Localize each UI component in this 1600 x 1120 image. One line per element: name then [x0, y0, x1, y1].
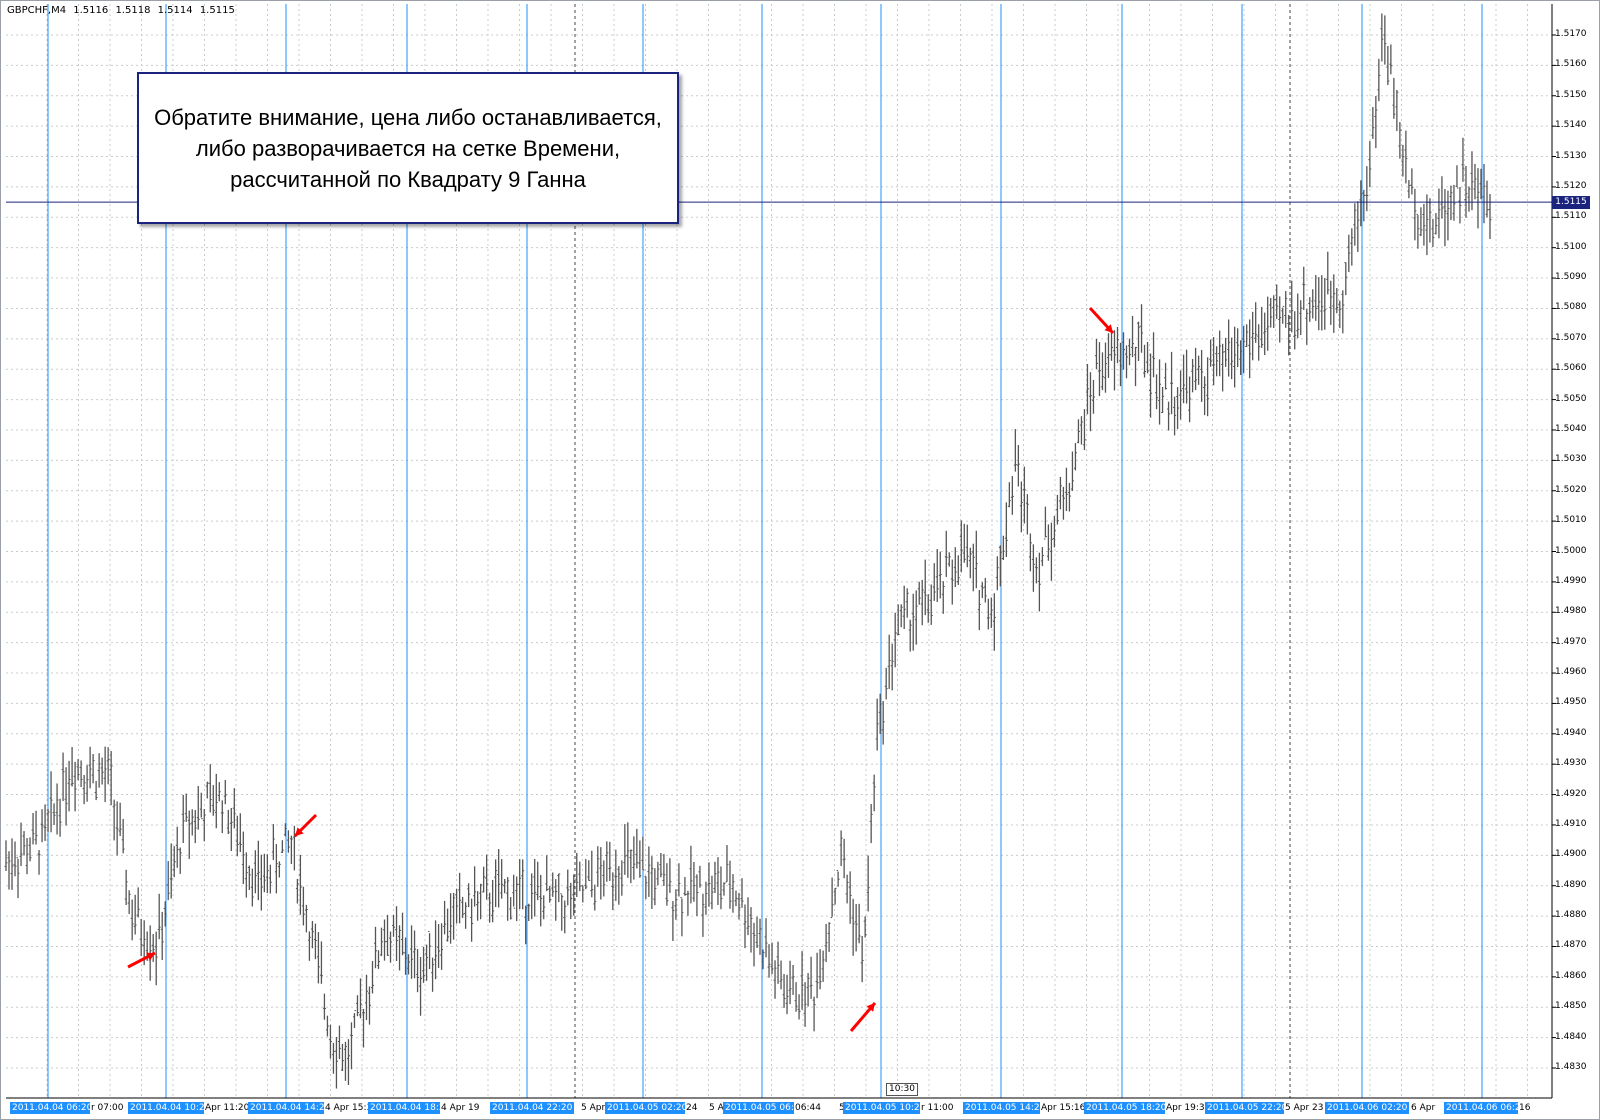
- time-tick-label: 2011.04.05 10:20: [843, 1102, 928, 1114]
- low-price: 1.5114: [157, 5, 193, 16]
- annotation-textbox[interactable]: Обратите внимание, цена либо останавлива…: [137, 72, 679, 224]
- price-tick-label: 1.5120: [1555, 180, 1587, 191]
- price-tick-label: 1.4990: [1555, 575, 1587, 586]
- price-tick-label: 1.5060: [1555, 363, 1587, 374]
- note-line: рассчитанной по Квадрату 9 Ганна: [230, 166, 586, 192]
- price-tick-label: 1.4900: [1555, 849, 1587, 860]
- time-tick-label: 4 Apr 19: [440, 1102, 481, 1114]
- time-tick-label: 2011.04.04 06:20: [10, 1102, 95, 1114]
- dotted-grid: [6, 4, 1552, 1098]
- time-tick-label: 2011.04.05 02:20: [605, 1102, 690, 1114]
- time-tick-label: 5 Apr: [580, 1102, 607, 1114]
- price-tick-label: 1.5050: [1555, 393, 1587, 404]
- time-tick-label: 2011.04.04 14:20: [248, 1102, 333, 1114]
- price-tick-label: 1.5140: [1555, 120, 1587, 131]
- cursor-time-tag: 10:30: [886, 1083, 918, 1096]
- price-tick-label: 1.5010: [1555, 515, 1587, 526]
- time-tick-label: 2011.04.05 14:20: [963, 1102, 1048, 1114]
- time-tick-label: 2011.04.05 06:20: [723, 1102, 808, 1114]
- time-tick-label: 2011.04.05 18:20: [1084, 1102, 1169, 1114]
- price-tick-label: 1.5130: [1555, 150, 1587, 161]
- price-bars: [4, 13, 1492, 1089]
- price-tick-label: 1.5160: [1555, 59, 1587, 70]
- price-tick-label: 1.4980: [1555, 606, 1587, 617]
- close-price: 1.5115: [199, 5, 235, 16]
- time-tick-label: 16: [1518, 1102, 1532, 1114]
- time-tick-label: 2011.04.04 18:20: [368, 1102, 453, 1114]
- open-price: 1.5116: [73, 5, 109, 16]
- symbol-info: GBPCHF,M4 1.5116 1.5118 1.5114 1.5115: [7, 5, 239, 16]
- price-tick-label: 1.5080: [1555, 302, 1587, 313]
- price-tick-label: 1.4940: [1555, 727, 1587, 738]
- time-tick-label: 5 Apr 23: [1284, 1102, 1325, 1114]
- current-price-tag: 1.5115: [1552, 196, 1590, 210]
- price-tick-label: 1.4950: [1555, 697, 1587, 708]
- price-tick-label: 1.5110: [1555, 211, 1587, 222]
- price-tick-label: 1.5040: [1555, 423, 1587, 434]
- price-tick-label: 1.5070: [1555, 332, 1587, 343]
- price-tick-label: 1.4870: [1555, 940, 1587, 951]
- time-tick-label: 24: [685, 1102, 699, 1114]
- time-tick-label: 06:44: [794, 1102, 822, 1114]
- time-tick-label: Apr 15:16: [1040, 1102, 1087, 1114]
- note-line: Обратите внимание, цена либо останавлива…: [154, 104, 662, 130]
- price-tick-label: 1.5000: [1555, 545, 1587, 556]
- price-tick-label: 1.4880: [1555, 910, 1587, 921]
- high-price: 1.5118: [115, 5, 151, 16]
- arrow-head: [146, 952, 155, 961]
- arrow-head: [1104, 324, 1113, 333]
- price-tick-label: 1.4960: [1555, 667, 1587, 678]
- time-tick-label: r 11:00: [920, 1102, 955, 1114]
- annotation-arrows: [127, 306, 1115, 1032]
- time-tick-label: 2011.04.05 22:20: [1205, 1102, 1290, 1114]
- price-tick-label: 1.4920: [1555, 788, 1587, 799]
- price-tick-label: 1.5090: [1555, 272, 1587, 283]
- time-tick-label: 2011.04.04 22:20: [490, 1102, 575, 1114]
- symbol-name: GBPCHF,M4: [7, 5, 67, 16]
- price-tick-label: 1.4890: [1555, 879, 1587, 890]
- price-tick-label: 1.5170: [1555, 29, 1587, 39]
- note-line: либо разворачивается на сетке Времени,: [195, 135, 621, 161]
- price-tick-label: 1.4930: [1555, 758, 1587, 769]
- price-tick-label: 1.4860: [1555, 970, 1587, 981]
- price-tick-label: 1.5100: [1555, 241, 1587, 252]
- time-tick-label: 6 Apr: [1410, 1102, 1437, 1114]
- arrow-head: [866, 1003, 875, 1012]
- time-tick-label: r 07:00: [90, 1102, 125, 1114]
- price-axis-line: [6, 4, 1556, 1099]
- time-tick-label: 2011.04.06 06:20: [1444, 1102, 1529, 1114]
- time-tick-label: 2011.04.06 02:20: [1325, 1102, 1410, 1114]
- time-tick-label: Apr 11:20: [204, 1102, 251, 1114]
- price-tick-label: 1.4910: [1555, 818, 1587, 829]
- time-tick-label: Apr 19:3: [1165, 1102, 1206, 1114]
- time-tick-label: 2011.04.04 10:20: [128, 1102, 213, 1114]
- time-tick-label: 5 A: [708, 1102, 725, 1114]
- arrow-head: [295, 827, 304, 836]
- time-tick-label: 4 Apr 15:3: [324, 1102, 374, 1114]
- price-tick-label: 1.5020: [1555, 484, 1587, 495]
- price-tick-label: 1.5150: [1555, 89, 1587, 100]
- price-tick-label: 1.4830: [1555, 1062, 1587, 1072]
- price-tick-label: 1.5030: [1555, 454, 1587, 465]
- time-tick-label: 5: [838, 1102, 846, 1114]
- price-tick-label: 1.4840: [1555, 1031, 1587, 1042]
- price-tick-label: 1.4970: [1555, 636, 1587, 647]
- price-tick-label: 1.4850: [1555, 1001, 1587, 1012]
